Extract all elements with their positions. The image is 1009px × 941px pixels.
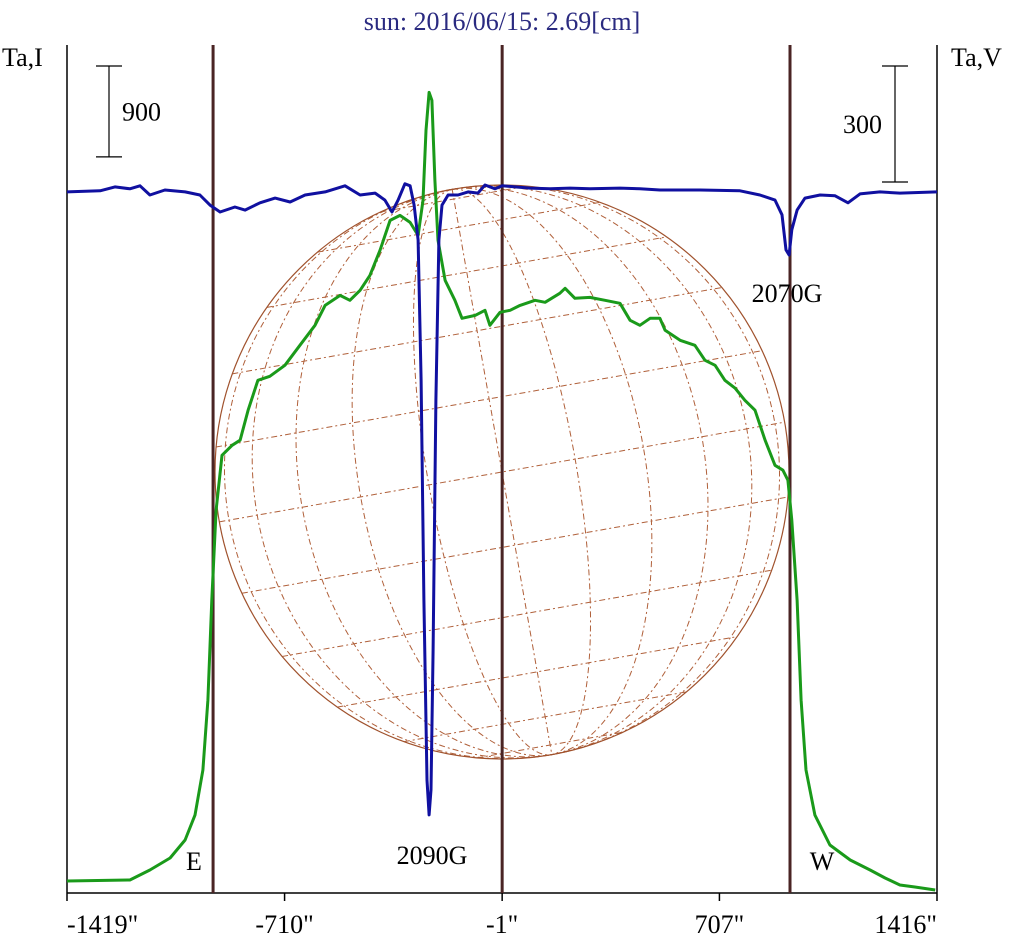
meridian — [452, 184, 780, 756]
meridian — [251, 188, 552, 759]
parallel — [219, 421, 785, 523]
meridian — [451, 189, 553, 755]
x-tick-label: -710" — [255, 910, 313, 939]
annotation: E — [186, 847, 202, 876]
x-tick-label: 707" — [695, 910, 745, 939]
annotation: 2090G — [397, 841, 468, 870]
scale-bar-label: 900 — [122, 97, 161, 126]
meridian — [351, 188, 552, 757]
y-axis-label: Ta,I — [2, 43, 43, 72]
scale-bar-label: 300 — [843, 110, 882, 139]
meridian — [452, 186, 709, 756]
parallel — [241, 496, 788, 594]
frame: -1419" -710" -1" 707" 1416" 900 300 — [66, 45, 938, 939]
x-tick-label: -1419" — [67, 910, 138, 939]
line-series — [66, 90, 936, 892]
meridian — [452, 188, 592, 756]
meridian — [224, 188, 552, 760]
meridian — [452, 187, 653, 756]
y2-axis-label: Ta,V — [951, 43, 1002, 72]
disk-grid — [216, 184, 788, 760]
plot — [66, 45, 938, 893]
x-tick-label: -1" — [486, 910, 518, 939]
parallel — [216, 350, 763, 448]
meridian — [452, 185, 753, 756]
annotation: W — [810, 847, 835, 876]
line-series — [66, 182, 938, 817]
x-tick-label: 1416" — [874, 910, 937, 939]
annotation: 2070G — [752, 279, 823, 308]
chart-title: sun: 2016/06/15: 2.69[cm] — [364, 7, 641, 36]
parallel — [337, 636, 738, 708]
parallel — [266, 236, 667, 308]
meridian — [412, 188, 552, 756]
meridian — [295, 188, 552, 758]
